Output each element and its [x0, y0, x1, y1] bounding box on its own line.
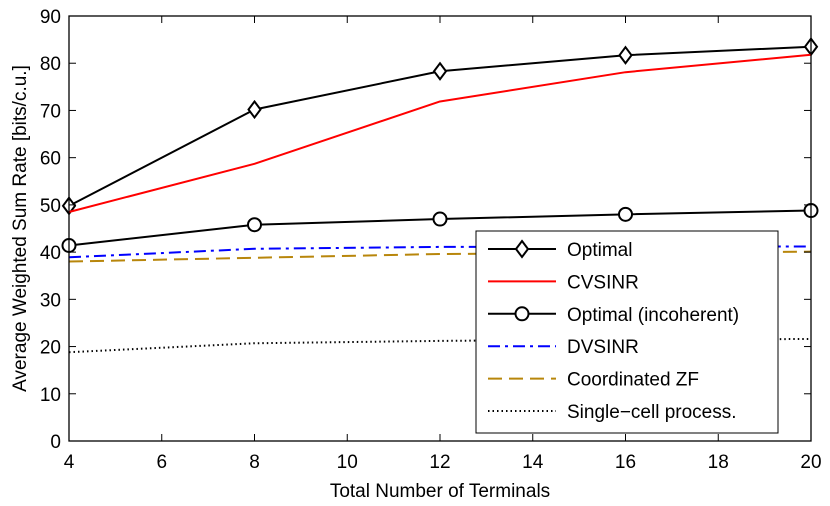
- x-tick-label: 16: [615, 452, 636, 473]
- legend-label: Single−cell process.: [567, 402, 737, 423]
- x-tick-label: 12: [429, 452, 450, 473]
- series-2: [61, 203, 819, 253]
- x-axis-title: Total Number of Terminals: [330, 481, 550, 501]
- circle-marker: [247, 217, 262, 233]
- circle-marker: [618, 206, 633, 222]
- y-tick-label: 0: [50, 432, 61, 453]
- y-tick-label: 90: [40, 7, 61, 28]
- y-tick-label: 80: [40, 54, 61, 75]
- y-tick-label: 30: [40, 290, 61, 311]
- legend-label: DVSINR: [567, 337, 639, 358]
- x-tick-label: 4: [64, 452, 75, 473]
- y-tick-label: 40: [40, 243, 61, 264]
- x-tick-label: 8: [249, 452, 260, 473]
- circle-marker: [432, 211, 448, 227]
- y-tick-label: 70: [40, 101, 61, 122]
- series-1: [68, 53, 812, 213]
- y-tick-label: 50: [40, 196, 61, 217]
- legend-item: DVSINR: [488, 337, 639, 358]
- legend-label: Optimal (incoherent): [567, 305, 739, 326]
- legend-label: CVSINR: [567, 272, 639, 293]
- circle-marker: [514, 306, 530, 322]
- x-tick-label: 14: [522, 452, 544, 473]
- legend-item: CVSINR: [488, 272, 639, 293]
- y-tick-label: 10: [40, 385, 61, 406]
- diamond-marker: [247, 99, 262, 120]
- legend-item: Optimal: [488, 239, 632, 261]
- series-line: [68, 53, 812, 213]
- legend-label: Optimal: [567, 240, 632, 261]
- legend-box: [475, 230, 779, 434]
- diamond-marker: [432, 61, 448, 81]
- legend-item: Coordinated ZF: [488, 370, 699, 391]
- y-tick-label: 60: [40, 149, 61, 170]
- legend-label: Coordinated ZF: [567, 370, 699, 391]
- diamond-marker: [618, 45, 633, 65]
- legend-item: Single−cell process.: [488, 402, 737, 423]
- x-tick-label: 18: [708, 452, 729, 473]
- x-tick-label: 6: [156, 452, 167, 473]
- y-tick-label: 20: [40, 338, 61, 359]
- legend-item: Optimal (incoherent): [488, 305, 739, 326]
- diamond-marker: [514, 239, 530, 259]
- y-axis-title: Average Weighted Sum Rate [bits/c.u.]: [10, 65, 31, 392]
- axes-layer: 4 6 8 10 12 14 16 18 20 0 10 20 30 40 50 60 70 80 90: [40, 7, 822, 473]
- legend: Optimal CVSINR Optimal (incoherent) DVSINR C…: [475, 230, 779, 434]
- x-tick-label: 20: [800, 452, 821, 473]
- x-tick-label: 10: [337, 452, 358, 473]
